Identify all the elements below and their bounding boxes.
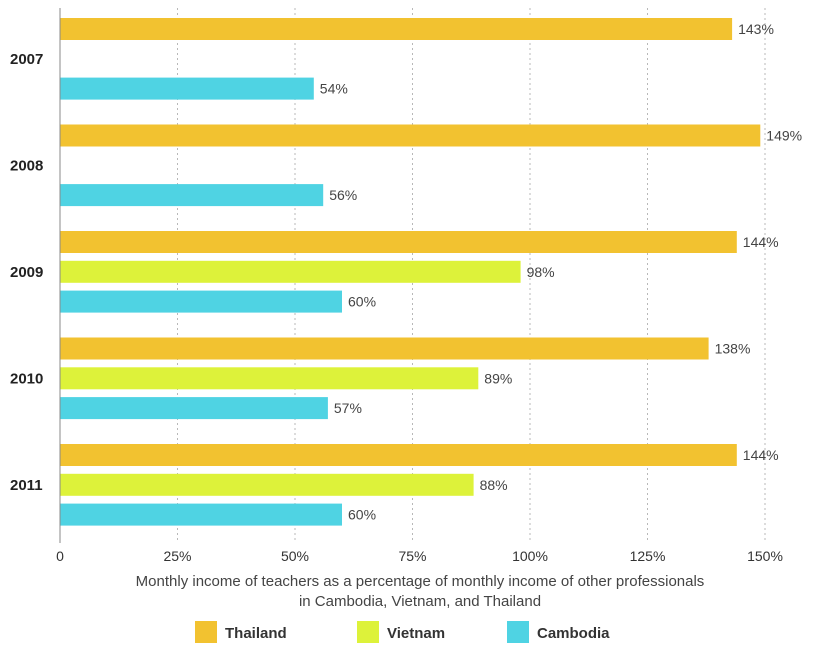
legend: Thailand Vietnam Cambodia xyxy=(195,621,610,643)
legend-swatch-thailand xyxy=(195,621,217,643)
y-category-label: 2007 xyxy=(10,51,43,68)
x-tick-label: 75% xyxy=(398,548,426,564)
bar-thailand-2011 xyxy=(60,444,737,466)
legend-swatch-vietnam xyxy=(357,621,379,643)
bar-cambodia-2010 xyxy=(60,397,328,420)
data-label: 98% xyxy=(527,264,555,280)
y-category-label: 2008 xyxy=(10,157,43,174)
data-label: 149% xyxy=(766,128,802,144)
bar-cambodia-2009 xyxy=(60,290,342,313)
bar-thailand-2007 xyxy=(60,18,733,40)
legend-label-vietnam: Vietnam xyxy=(387,625,445,642)
y-category-label: 2009 xyxy=(10,264,43,281)
legend-label-thailand: Thailand xyxy=(225,625,287,642)
bar-vietnam-2010 xyxy=(60,367,479,390)
bar-thailand-2010 xyxy=(60,337,709,360)
bar-cambodia-2007 xyxy=(60,77,314,100)
bar-cambodia-2011 xyxy=(60,503,342,526)
data-label: 144% xyxy=(743,447,779,463)
data-label: 144% xyxy=(743,234,779,250)
data-label: 56% xyxy=(329,187,357,203)
x-axis-title-line2: in Cambodia, Vietnam, and Thailand xyxy=(299,593,541,610)
bar-vietnam-2011 xyxy=(60,473,474,496)
x-tick-label: 0 xyxy=(56,548,64,564)
bar-thailand-2009 xyxy=(60,231,737,253)
labels: 0 25% 50% 75% 100% 125% 150% 2007 143% 54% 2008 149… xyxy=(10,21,802,564)
data-label: 88% xyxy=(480,477,508,493)
legend-swatch-cambodia xyxy=(507,621,529,643)
data-label: 138% xyxy=(715,341,751,357)
data-label: 89% xyxy=(484,370,512,386)
y-category-label: 2011 xyxy=(10,477,43,494)
bar-cambodia-2008 xyxy=(60,184,324,207)
data-label: 60% xyxy=(348,294,376,310)
bar-thailand-2008 xyxy=(60,124,761,147)
x-tick-label: 125% xyxy=(630,548,666,564)
x-tick-label: 25% xyxy=(163,548,191,564)
x-tick-label: 50% xyxy=(281,548,309,564)
y-category-label: 2010 xyxy=(10,370,43,387)
data-label: 143% xyxy=(738,21,774,37)
data-label: 60% xyxy=(348,507,376,523)
x-axis-title-line1: Monthly income of teachers as a percenta… xyxy=(136,573,705,590)
x-tick-label: 100% xyxy=(512,548,548,564)
legend-label-cambodia: Cambodia xyxy=(537,625,610,642)
data-label: 54% xyxy=(320,81,348,97)
x-tick-label: 150% xyxy=(747,548,783,564)
bars xyxy=(60,18,761,526)
bar-vietnam-2009 xyxy=(60,260,521,283)
data-label: 57% xyxy=(334,400,362,416)
